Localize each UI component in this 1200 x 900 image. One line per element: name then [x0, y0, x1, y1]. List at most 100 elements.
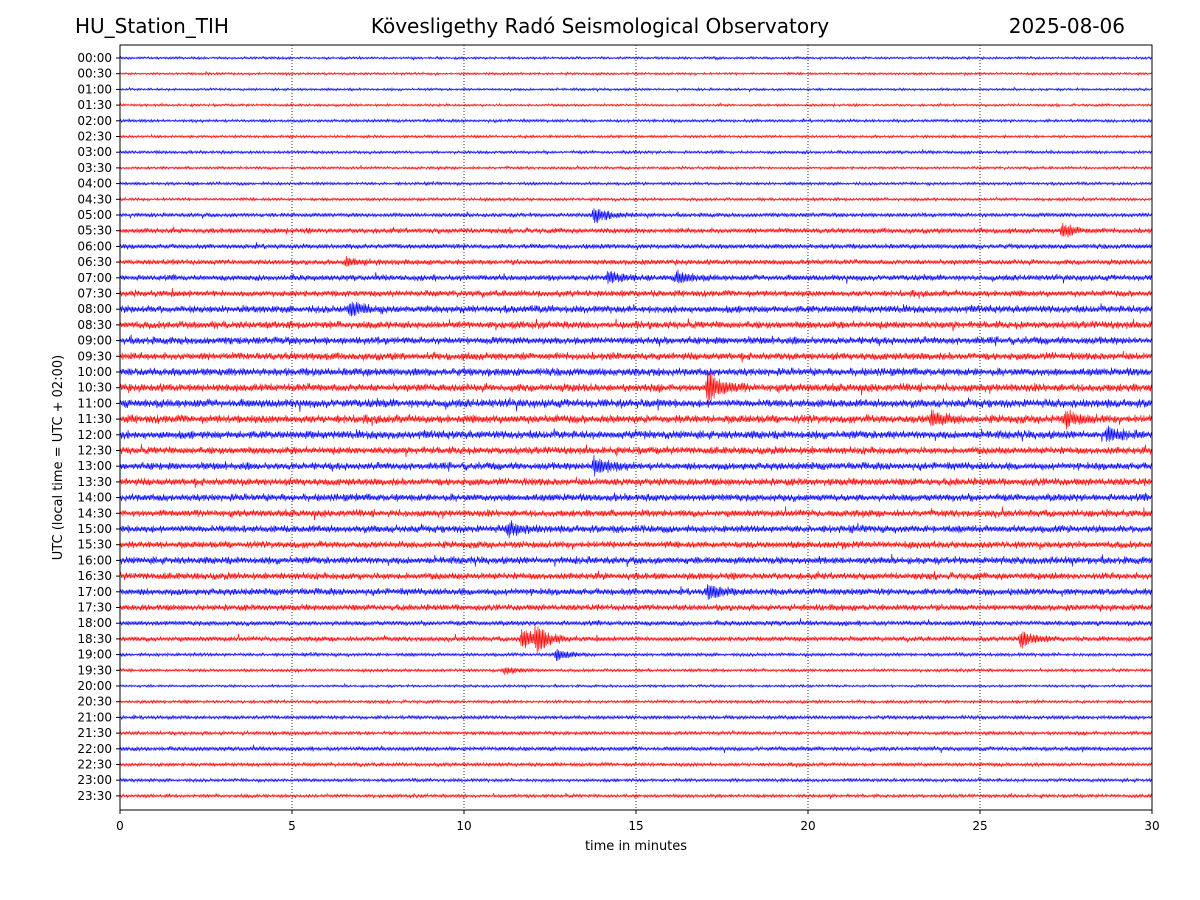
x-tick-label: 30: [1144, 819, 1159, 833]
y-tick-label: 22:00: [77, 742, 112, 756]
x-tick-label: 0: [116, 819, 124, 833]
x-tick-label: 25: [972, 819, 987, 833]
y-tick-label: 04:30: [77, 192, 112, 206]
trace-0600: [119, 242, 1153, 251]
trace-1400: [119, 492, 1153, 503]
x-axis-label: time in minutes: [585, 839, 687, 854]
trace-2230: [119, 761, 1153, 768]
trace-2000: [119, 682, 1153, 690]
trace-0430: [119, 195, 1153, 203]
y-tick-label: 09:00: [77, 334, 112, 348]
y-tick-label: 02:00: [77, 114, 112, 128]
trace-0730: [119, 287, 1153, 299]
y-tick-label: 19:00: [77, 648, 112, 662]
y-tick-label: 20:00: [77, 679, 112, 693]
y-tick-label: 11:00: [77, 396, 112, 410]
trace-1000: [119, 367, 1153, 377]
trace-1830: [119, 625, 1153, 654]
y-tick-label: 15:30: [77, 538, 112, 552]
trace-0200: [119, 117, 1153, 124]
y-tick-label: 05:30: [77, 224, 112, 238]
trace-0130: [119, 101, 1153, 108]
trace-1600: [119, 553, 1153, 568]
y-tick-label: 07:30: [77, 287, 112, 301]
y-axis-label: UTC (local time = UTC + 02:00): [51, 355, 66, 560]
x-axis-ticks: 0 5 10 15 20 25 30: [116, 810, 1160, 833]
trace-1030: [119, 371, 1153, 403]
trace-1330: [119, 476, 1153, 489]
chart-title: Kövesligethy Radó Seismological Observat…: [370, 14, 830, 38]
y-tick-label: 21:30: [77, 726, 112, 740]
trace-1130: [119, 409, 1153, 430]
y-tick-label: 01:30: [77, 98, 112, 112]
x-tick-label: 10: [456, 819, 471, 833]
trace-1200: [119, 425, 1153, 442]
trace-1800: [119, 618, 1153, 627]
y-tick-label: 08:30: [77, 318, 112, 332]
trace-0530: [119, 222, 1153, 238]
y-tick-label: 03:30: [77, 161, 112, 175]
x-tick-label: 20: [800, 819, 815, 833]
trace-1100: [119, 397, 1153, 413]
trace-1230: [119, 443, 1153, 458]
x-tick-label: 15: [628, 819, 643, 833]
y-tick-label: 23:00: [77, 773, 112, 787]
y-tick-label: 12:00: [77, 428, 112, 442]
trace-0100: [119, 86, 1153, 93]
trace-2100: [119, 714, 1153, 721]
y-tick-label: 06:00: [77, 239, 112, 253]
trace-0830: [119, 318, 1153, 332]
y-tick-label: 17:30: [77, 601, 112, 615]
y-tick-label: 13:00: [77, 459, 112, 473]
trace-0900: [119, 334, 1153, 347]
y-tick-label: 16:30: [77, 569, 112, 583]
y-tick-label: 16:00: [77, 553, 112, 567]
trace-2030: [119, 698, 1153, 705]
y-tick-label: 13:30: [77, 475, 112, 489]
y-tick-label: 15:00: [77, 522, 112, 536]
y-tick-label: 00:30: [77, 67, 112, 81]
y-tick-label: 09:30: [77, 349, 112, 363]
trace-1700: [119, 584, 1153, 600]
trace-1500: [119, 520, 1153, 539]
y-tick-label: 03:00: [77, 145, 112, 159]
trace-2130: [119, 729, 1153, 737]
trace-0230: [119, 133, 1153, 140]
y-tick-label: 12:30: [77, 444, 112, 458]
y-tick-label: 14:30: [77, 506, 112, 520]
trace-1630: [119, 570, 1153, 581]
y-tick-label: 11:30: [77, 412, 112, 426]
y-tick-label: 22:30: [77, 758, 112, 772]
trace-0000: [119, 55, 1153, 62]
y-tick-label: 14:00: [77, 491, 112, 505]
trace-0030: [119, 71, 1153, 77]
y-tick-label: 00:00: [77, 51, 112, 65]
y-tick-label: 02:30: [77, 130, 112, 144]
y-tick-label: 17:00: [77, 585, 112, 599]
y-tick-label: 01:00: [77, 82, 112, 96]
trace-0400: [119, 180, 1153, 187]
x-tick-label: 5: [288, 819, 296, 833]
station-name: HU_Station_TIH: [75, 14, 229, 38]
seismic-traces: [119, 55, 1153, 799]
trace-0930: [119, 350, 1153, 363]
chart-date: 2025-08-06: [1008, 14, 1125, 38]
trace-1300: [119, 454, 1153, 477]
y-tick-label: 18:00: [77, 616, 112, 630]
trace-2300: [119, 777, 1153, 784]
trace-2330: [119, 792, 1153, 799]
trace-1430: [119, 506, 1153, 521]
grid-lines: [291, 45, 981, 810]
y-tick-label: 23:30: [77, 789, 112, 803]
y-tick-label: 05:00: [77, 208, 112, 222]
trace-1730: [119, 603, 1153, 612]
y-tick-label: 08:00: [77, 302, 112, 316]
trace-0700: [119, 269, 1153, 285]
trace-0800: [119, 301, 1153, 317]
trace-2200: [119, 744, 1153, 754]
y-tick-label: 10:30: [77, 381, 112, 395]
y-tick-label: 07:00: [77, 271, 112, 285]
trace-1530: [119, 540, 1153, 551]
y-tick-label: 06:30: [77, 255, 112, 269]
